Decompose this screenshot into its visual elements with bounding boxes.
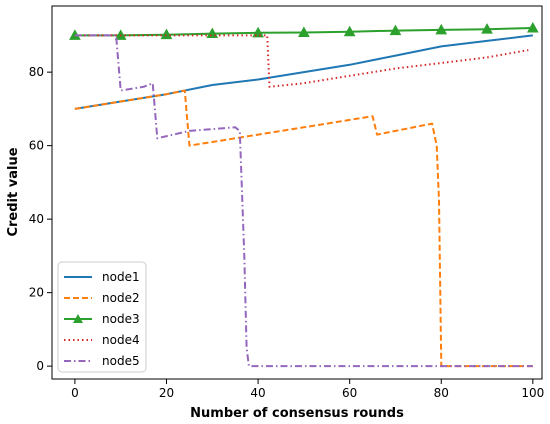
- y-tick-label: 20: [29, 286, 44, 300]
- series-point-node3: [160, 28, 173, 40]
- series-point-node3: [435, 23, 448, 35]
- series-line-node5: [74, 34, 533, 368]
- legend-label-node2: node2: [102, 291, 140, 305]
- series-line-node1: [74, 34, 533, 110]
- series-point-node3: [343, 25, 356, 37]
- y-tick-label: 60: [29, 139, 44, 153]
- legend-label-node1: node1: [102, 270, 140, 284]
- x-axis: 0 20 40 60 80 100: [71, 379, 544, 400]
- legend-label-node4: node4: [102, 333, 140, 347]
- series-point-node3: [526, 22, 539, 33]
- legend-box: [57, 261, 147, 373]
- x-tick-label: 0: [71, 386, 79, 400]
- plot-frame: [51, 5, 543, 380]
- legend-label-node3: node3: [102, 312, 140, 326]
- x-tick-label: 40: [250, 386, 265, 400]
- legend: node1 node2 node3 node4 node5: [57, 261, 147, 373]
- legend-label-node5: node5: [102, 354, 140, 368]
- x-tick-label: 80: [434, 386, 449, 400]
- series-line-node2: [74, 89, 533, 368]
- series-line-node4: [74, 34, 529, 88]
- legend-marker-node3: [73, 314, 83, 323]
- y-tick-label: 80: [29, 65, 44, 79]
- plot-area: [69, 22, 539, 368]
- y-axis-title: Credit value: [6, 147, 21, 236]
- x-axis-title: Number of consensus rounds: [190, 406, 404, 421]
- series-point-node3: [481, 23, 493, 34]
- y-tick-label: 40: [29, 212, 44, 226]
- x-tick-label: 100: [521, 386, 544, 400]
- x-tick-label: 60: [342, 386, 357, 400]
- series-point-node3: [389, 24, 402, 36]
- y-tick-label: 0: [36, 359, 44, 373]
- series-point-node3: [298, 26, 310, 37]
- y-axis: 0 20 40 60 80: [29, 65, 52, 373]
- x-tick-label: 20: [159, 386, 174, 400]
